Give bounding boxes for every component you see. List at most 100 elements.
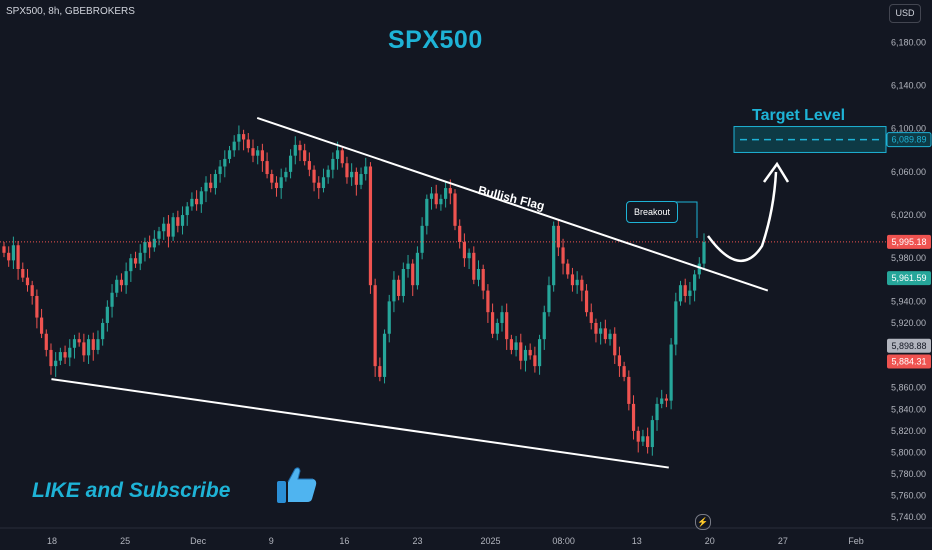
candle-body	[284, 171, 288, 178]
candle-body	[115, 279, 119, 293]
candle-body	[425, 198, 429, 226]
candle-body	[293, 144, 297, 156]
candle-body	[397, 279, 401, 296]
candle-body	[241, 134, 246, 140]
candle-body	[462, 242, 467, 259]
candle-body	[669, 344, 673, 401]
candle-body	[533, 355, 537, 367]
candle-body	[72, 339, 77, 348]
candle-body	[265, 161, 269, 175]
lightning-icon[interactable]: ⚡	[695, 514, 711, 530]
candle-body	[39, 317, 44, 334]
candle-body	[406, 263, 410, 269]
x-tick-label: 20	[705, 536, 715, 546]
price-label: 5,898.88	[891, 341, 926, 351]
candle-body	[589, 312, 593, 323]
breakout-callout: Breakout	[626, 201, 678, 223]
candle-body	[472, 252, 476, 280]
candle-body	[481, 269, 485, 291]
candle-body	[636, 430, 640, 442]
candle-body	[420, 225, 424, 253]
candle-body	[199, 191, 203, 205]
y-tick-label: 6,060.00	[891, 167, 926, 177]
candle-body	[631, 403, 636, 431]
candle-body	[77, 339, 81, 343]
candle-body	[260, 150, 264, 162]
candle-body	[373, 285, 377, 367]
candle-body	[613, 333, 617, 356]
candle-body	[11, 245, 15, 261]
candle-body	[133, 258, 138, 264]
candle-body	[157, 231, 161, 239]
candle-body	[307, 161, 311, 170]
candle-body	[298, 144, 302, 151]
candle-body	[688, 290, 692, 296]
candle-body	[148, 242, 152, 248]
candle-body	[458, 225, 462, 243]
currency-button[interactable]: USD	[889, 4, 921, 23]
candle-body	[453, 193, 457, 226]
candle-body	[542, 312, 546, 340]
candle-body	[547, 285, 551, 313]
projection-arrow	[706, 171, 778, 262]
breakout-connector	[676, 201, 698, 238]
candle-body	[303, 150, 307, 162]
candle-body	[490, 312, 495, 334]
candle-body	[185, 206, 189, 216]
candle-body	[617, 355, 622, 367]
chart-title: SPX500	[388, 26, 483, 54]
y-tick-label: 5,820.00	[891, 426, 926, 436]
y-tick-label: 5,800.00	[891, 447, 926, 457]
candle-body	[486, 290, 490, 313]
candle-body	[58, 352, 62, 361]
candle-body	[218, 166, 222, 175]
candle-body	[608, 333, 612, 340]
candle-body	[580, 279, 584, 291]
candle-body	[350, 171, 354, 178]
like-subscribe-text: LIKE and Subscribe	[32, 479, 231, 502]
candle-body	[317, 182, 321, 189]
candle-body	[467, 252, 471, 259]
y-tick-label: 6,100.00	[891, 124, 926, 134]
candle-body	[641, 436, 645, 442]
candle-body	[209, 182, 213, 189]
candle-body	[584, 290, 589, 313]
y-tick-label: 6,180.00	[891, 37, 926, 47]
candle-body	[176, 217, 180, 226]
candle-body	[514, 342, 518, 350]
candle-body	[274, 182, 279, 189]
candle-body	[364, 166, 368, 175]
x-tick-label: 23	[412, 536, 422, 546]
candle-body	[674, 301, 678, 345]
candle-body	[124, 271, 128, 286]
candle-body	[345, 163, 349, 178]
candle-body	[594, 322, 598, 334]
candle-body	[110, 292, 114, 307]
x-tick-label: 2025	[481, 536, 501, 546]
candle-body	[119, 279, 124, 286]
x-tick-label: 16	[339, 536, 349, 546]
candle-body	[500, 312, 504, 323]
candle-body	[321, 177, 326, 189]
candle-body	[335, 150, 340, 159]
candle-body	[195, 198, 199, 205]
price-label-box	[887, 234, 931, 249]
candle-body	[359, 174, 363, 185]
candle-body	[697, 263, 701, 275]
target-level-label: Target Level	[752, 107, 846, 124]
candle-body	[561, 247, 565, 264]
price-label-box	[887, 354, 931, 369]
candle-body	[660, 398, 664, 404]
candle-body	[655, 403, 659, 421]
price-label-box	[886, 132, 932, 148]
candle-body	[387, 301, 391, 334]
candle-body	[683, 285, 687, 296]
candle-body	[105, 306, 109, 323]
price-label: 5,884.31	[891, 356, 926, 366]
candle-body	[44, 333, 48, 350]
candle-body	[2, 246, 6, 253]
candle-body	[415, 252, 420, 286]
candle-body	[288, 155, 293, 172]
y-tick-label: 5,740.00	[891, 512, 926, 522]
